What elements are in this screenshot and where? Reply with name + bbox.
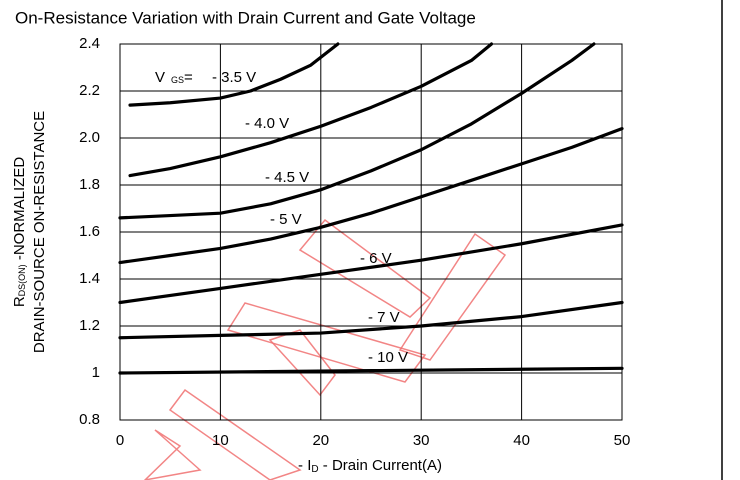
y-tick-label: 1.4	[79, 270, 100, 287]
curve	[118, 300, 624, 340]
y-axis-label: RDS(ON) -NORMALIZED	[11, 157, 28, 308]
y-tick-label: 1.8	[79, 176, 100, 193]
curve	[128, 42, 340, 107]
y-axis-label: DRAIN-SOURCE ON-RESISTANCE	[31, 111, 48, 353]
series-label: - 10 V	[368, 349, 408, 366]
y-tick-label: 1.6	[79, 223, 100, 240]
curve	[128, 42, 494, 178]
series-label: - 4.0 V	[245, 115, 289, 132]
y-tick-label: 2.4	[79, 35, 100, 52]
curve	[118, 127, 624, 265]
x-tick-label: 0	[116, 432, 124, 449]
y-tick-label: 1.2	[79, 317, 100, 334]
x-tick-label: 30	[413, 432, 430, 449]
series-label: - 3.5 V	[212, 69, 256, 86]
watermark	[143, 218, 507, 480]
curve	[118, 42, 596, 220]
series-label: - 6 V	[360, 250, 392, 267]
y-tick-label: 0.8	[79, 411, 100, 428]
x-axis-label: - ID - Drain Current(A)	[298, 457, 442, 475]
series-label: - 7 V	[368, 309, 400, 326]
x-tick-label: 10	[212, 432, 229, 449]
y-tick-label: 1	[92, 364, 100, 381]
y-tick-label: 2.2	[79, 82, 100, 99]
curve	[118, 223, 624, 305]
chart-title: On-Resistance Variation with Drain Curre…	[15, 8, 476, 27]
series-label: - 5 V	[270, 211, 302, 228]
curve	[118, 366, 624, 375]
y-tick-label: 2.0	[79, 129, 100, 146]
x-tick-label: 20	[312, 432, 329, 449]
series-label: - 4.5 V	[265, 169, 309, 186]
x-tick-label: 50	[614, 432, 631, 449]
legend-prefix: V GS=	[155, 69, 193, 86]
x-tick-label: 40	[513, 432, 530, 449]
